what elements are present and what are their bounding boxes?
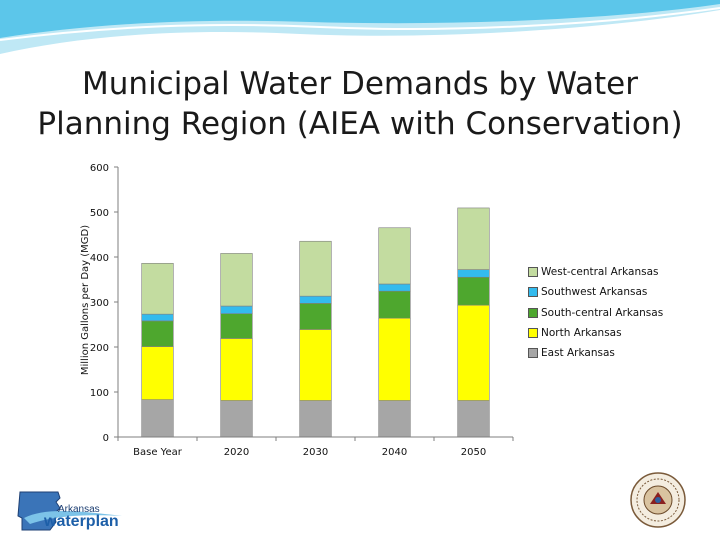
x-tick-label: 2020 [224,447,249,458]
bar-segment-north-arkansas [457,304,490,401]
legend-item: West-central Arkansas [528,262,718,282]
bar-segment-north-arkansas [299,329,332,401]
bar-segment-west-central-arkansas [220,253,253,307]
legend-swatch [528,328,538,339]
bar-segment-east-arkansas [378,400,411,438]
legend-label: North Arkansas [541,327,622,340]
y-tick-label: 400 [90,253,109,264]
bar-segment-southwest-arkansas [220,305,253,314]
y-tick-label: 0 [103,433,109,444]
bar-segment-south-central-arkansas [220,313,253,339]
y-axis-label: Million Gallons per Day (MGD) [80,225,91,375]
header-swoosh-banner [0,0,720,54]
banner-white-stripe [0,7,720,41]
chart-legend: West-central Arkansas Southwest Arkansas S… [528,262,718,363]
bar-segment-west-central-arkansas [299,240,332,297]
y-tick-label: 600 [90,163,109,174]
y-tick-label: 500 [90,208,109,219]
bar-segment-southwest-arkansas [378,283,411,292]
legend-swatch [528,348,538,359]
bar-segment-southwest-arkansas [457,269,490,278]
x-tick-label: Base Year [133,447,183,458]
state-seal-icon [630,472,686,528]
bar-segment-east-arkansas [299,400,332,438]
seal-emblem-center [655,497,661,503]
bar-segment-north-arkansas [220,338,253,401]
slide-title: Municipal Water Demands by Water Plannin… [20,64,700,144]
banner-blue-wave [0,0,720,38]
logo-water-swoosh-icon [24,511,122,524]
bar-segment-south-central-arkansas [378,290,411,319]
bar-segment-east-arkansas [220,400,253,438]
legend-item: East Arkansas [528,343,718,363]
bar-segment-south-central-arkansas [141,320,174,347]
bar-segment-southwest-arkansas [299,295,332,304]
bar-segment-west-central-arkansas [141,262,174,315]
legend-swatch [528,307,538,318]
legend-swatch [528,267,538,278]
legend-item: North Arkansas [528,323,718,343]
seal-text-ring [636,478,680,522]
bar-segment-west-central-arkansas [378,227,411,285]
x-tick-label: 2030 [303,447,328,458]
bar-segment-east-arkansas [141,399,174,438]
bar-segment-southwest-arkansas [141,313,174,322]
x-tick-label: 2050 [461,447,486,458]
legend-label: West-central Arkansas [541,266,659,279]
arkansas-waterplan-logo: Arkansas waterplan [17,491,122,531]
y-axis-ticks: 0 100 200 300 400 500 600 [90,163,118,444]
slide-title-line-1: Municipal Water Demands by Water [82,66,638,102]
legend-item: Southwest Arkansas [528,282,718,302]
bar-segment-north-arkansas [141,346,174,400]
bar-segment-west-central-arkansas [457,207,490,270]
bar-segments [141,207,490,438]
legend-label: East Arkansas [541,347,615,360]
bar-segment-east-arkansas [457,400,490,438]
bar-segment-south-central-arkansas [299,303,332,330]
y-tick-label: 200 [90,343,109,354]
x-tick-label: 2040 [382,447,407,458]
legend-swatch [528,287,538,298]
logo-arkansas-text: Arkansas [58,504,100,515]
legend-item: South-central Arkansas [528,303,718,323]
bar-segment-north-arkansas [378,317,411,401]
y-tick-label: 300 [90,298,109,309]
slide-title-line-2: Planning Region (AIEA with Conservation) [37,106,683,142]
legend-label: South-central Arkansas [541,306,664,319]
bar-segment-south-central-arkansas [457,276,490,306]
legend-label: Southwest Arkansas [541,286,648,299]
x-axis-ticks: Base Year 2020 2030 2040 2050 [117,437,514,458]
logo-waterplan-text: waterplan [43,513,119,530]
y-tick-label: 100 [90,388,109,399]
